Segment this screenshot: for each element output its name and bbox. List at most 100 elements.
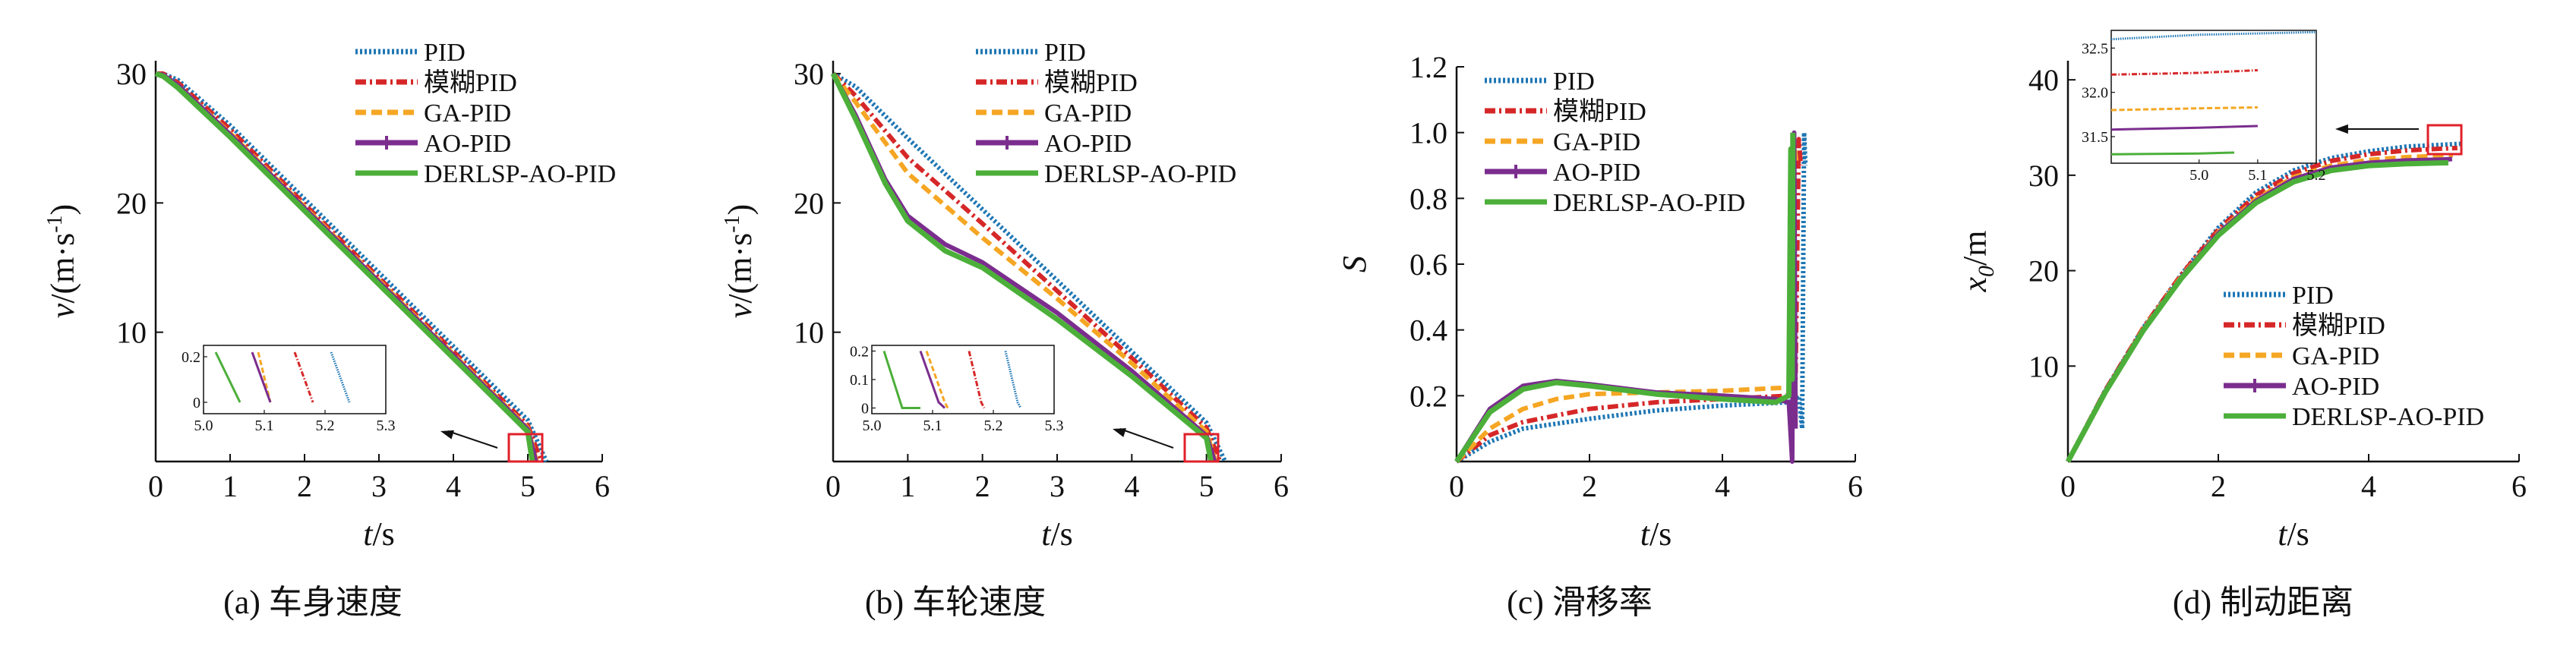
- inset-y-tick-label: 0.1: [850, 372, 869, 389]
- x-tick-label: 5: [520, 469, 535, 503]
- x-tick-label: 0: [148, 469, 163, 503]
- y-axis-label: v/(m·s-1): [43, 204, 81, 318]
- legend-label: DERLSP-AO-PID: [1044, 160, 1236, 188]
- inset-frame: [203, 345, 387, 414]
- series-line-derlsp-ao-pid: [2065, 160, 2448, 463]
- panel-wheel-speed: (b) 车轮速度 0 1 2 3 4 5 6 10 20 30 t/s v/(m·s-1) 5.0 5.1…: [721, 39, 1289, 621]
- y-axis-label: x0/m: [1956, 231, 1999, 293]
- caption-b: (b) 车轮速度: [865, 584, 1046, 621]
- y-axis-label: S: [1336, 256, 1373, 273]
- y-tick-label: 20: [794, 186, 824, 220]
- y-axis-var: S: [1336, 256, 1373, 273]
- y-axis-var: v: [44, 303, 81, 318]
- x-tick-label: 0: [2060, 469, 2076, 503]
- x-axis-var: t: [2278, 515, 2288, 553]
- series-line-fuzzy-pid: [1455, 137, 1804, 464]
- x-tick-label: 1: [223, 469, 238, 503]
- inset-series-line-ga-pid: [2110, 106, 2258, 112]
- y-tick-label: 20: [116, 186, 147, 220]
- y-tick-label: 10: [794, 316, 824, 350]
- inset-series-line-derlsp-ao-pid: [882, 351, 920, 409]
- inset-frame: [871, 345, 1055, 414]
- zoom-arrow: [1119, 428, 1174, 449]
- inset-x-tick-label: 5.0: [863, 417, 882, 434]
- inset-series-line-fuzzy-pid: [293, 351, 314, 403]
- series-line-ga-pid: [1454, 140, 1799, 464]
- inset-y-tick-label: 0.2: [850, 344, 869, 361]
- y-tick-label: 0.4: [1410, 313, 1447, 348]
- x-axis-label: t/s: [1640, 515, 1672, 553]
- legend-label: 模糊PID: [1553, 97, 1646, 126]
- legend-label: AO-PID: [1044, 130, 1132, 158]
- x-tick-label: 6: [2511, 469, 2527, 503]
- y-axis-unit: /(m·s: [44, 233, 81, 304]
- y-axis-sup: -1: [43, 215, 67, 232]
- y-axis-unit: /m: [1956, 231, 1994, 266]
- inset-series-line-ga-pid: [925, 350, 949, 409]
- legend-label: DERLSP-AO-PID: [2292, 403, 2484, 431]
- inset-y-tick-label: 32.0: [2082, 85, 2108, 102]
- legend-label: PID: [1044, 39, 1086, 67]
- y-tick-label: 0.6: [1410, 247, 1447, 282]
- x-axis-var: t: [1041, 515, 1052, 553]
- y-axis-var: v: [721, 303, 759, 318]
- y-axis-sub: 0: [1974, 266, 1999, 277]
- inset-y-tick-label: 0: [861, 401, 869, 417]
- y-tick-label: 0.8: [1410, 181, 1447, 216]
- y-tick-label: 1.2: [1410, 50, 1447, 84]
- x-axis-label: t/s: [363, 515, 395, 553]
- x-tick-label: 4: [446, 469, 461, 503]
- y-tick-label: 40: [2028, 63, 2059, 97]
- inset-series-line-fuzzy-pid: [2110, 69, 2258, 76]
- x-axis-unit: /s: [372, 515, 394, 553]
- inset-x-tick-label: 5.2: [2307, 167, 2326, 184]
- x-tick-label: 3: [371, 469, 387, 503]
- zoom-region-box: [507, 433, 544, 463]
- series-line-pid: [1455, 130, 1808, 464]
- inset-series-line-derlsp-ao-pid: [2110, 151, 2235, 156]
- x-tick-label: 6: [1848, 469, 1863, 503]
- y-tick-label: 10: [2028, 349, 2059, 383]
- y-axis-tail: ): [44, 204, 81, 216]
- x-tick-label: 6: [1274, 469, 1289, 503]
- x-tick-label: 2: [2211, 469, 2226, 503]
- legend-label: 模糊PID: [1044, 68, 1138, 97]
- x-tick-label: 0: [826, 469, 841, 503]
- legend-label: DERLSP-AO-PID: [1553, 189, 1745, 217]
- inset-series-line-ao-pid: [2110, 124, 2258, 131]
- inset-series-line-ao-pid: [251, 351, 272, 403]
- series-line-derlsp-ao-pid: [1454, 132, 1796, 463]
- legend-label: 模糊PID: [424, 68, 517, 97]
- series-line-derlsp-ao-pid: [830, 72, 1214, 462]
- inset-series-line-pid: [1004, 351, 1022, 409]
- x-axis-label: t/s: [2278, 515, 2309, 553]
- x-tick-label: 0: [1449, 469, 1464, 503]
- series-line-ga-pid: [831, 72, 1218, 462]
- y-tick-label: 10: [116, 316, 147, 350]
- x-axis-unit: /s: [2287, 515, 2309, 553]
- x-tick-label: 2: [1582, 469, 1597, 503]
- y-axis-label: v/(m·s-1): [721, 204, 759, 318]
- y-tick-label: 30: [116, 57, 147, 91]
- inset-x-tick-label: 5.1: [923, 417, 942, 434]
- legend-label: GA-PID: [1044, 99, 1132, 128]
- zoom-region-box: [2426, 124, 2463, 156]
- x-tick-label: 4: [1715, 469, 1730, 503]
- series-line-fuzzy-pid: [831, 71, 1223, 463]
- series-line-pid: [156, 71, 549, 463]
- y-axis-tail: ): [721, 204, 759, 216]
- inset-x-tick-label: 5.0: [2189, 167, 2208, 184]
- legend-label: GA-PID: [1553, 128, 1640, 156]
- x-tick-label: 2: [975, 469, 990, 503]
- legend-label: 模糊PID: [2292, 311, 2385, 340]
- panel-car-body-speed: (a) 车身速度 0 1 2 3 4 5 6 10 20 30 t/s v/(m·s-1) 5.0 5.1…: [43, 39, 616, 621]
- inset-x-tick-label: 5.3: [377, 417, 396, 434]
- inset-plot: 5.0 5.1 5.2 5.3 0 0.2: [182, 345, 396, 434]
- inset-y-tick-label: 32.5: [2082, 40, 2108, 57]
- x-tick-label: 4: [2361, 469, 2376, 503]
- zoom-arrow-head: [1113, 428, 1126, 437]
- inset-y-tick-label: 31.5: [2082, 129, 2108, 146]
- legend-label: GA-PID: [2292, 342, 2379, 370]
